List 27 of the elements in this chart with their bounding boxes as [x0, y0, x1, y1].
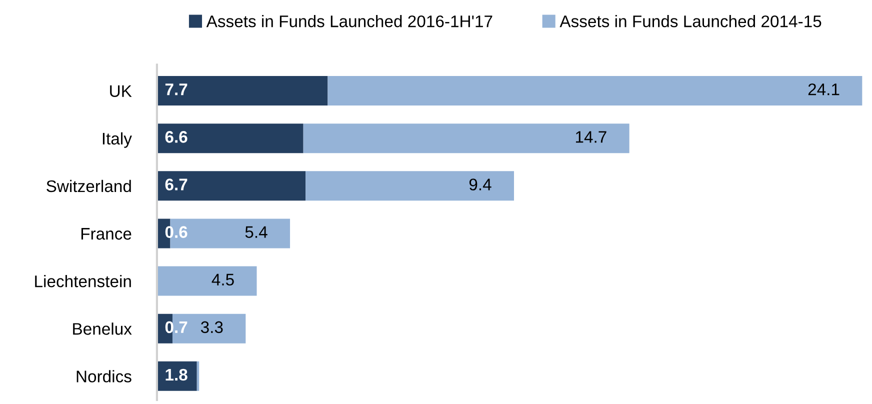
bar	[156, 124, 304, 154]
bar	[303, 124, 630, 154]
y-tick-label: Benelux	[73, 322, 132, 335]
data-label: 7.7	[165, 84, 188, 96]
bar	[156, 266, 257, 296]
data-label: 6.6	[165, 131, 188, 143]
data-label: 9.4	[469, 178, 492, 190]
bar	[306, 171, 514, 201]
legend-label: Assets in Funds Launched 2014-15	[560, 15, 822, 28]
bar	[156, 76, 328, 106]
data-label: 1.8	[166, 368, 188, 381]
data-label: 4.5	[212, 274, 234, 286]
y-tick-label: UK	[110, 85, 132, 98]
y-tick-label: Italy	[102, 132, 132, 148]
data-label: 24.1	[808, 83, 840, 96]
bar	[328, 76, 862, 106]
y-tick-label: Liechtenstein	[35, 275, 131, 288]
y-tick-label: Switzerland	[46, 180, 131, 192]
y-tick-label: France	[81, 228, 132, 240]
data-label: 3.3	[200, 321, 223, 334]
data-label: 14.7	[576, 131, 606, 143]
y-tick-label: Nordics	[76, 370, 132, 382]
bar	[156, 171, 306, 201]
data-label: 5.4	[245, 226, 268, 238]
data-label: 6.7	[165, 178, 188, 190]
legend-label: Assets in Funds Launched 2016-1H'17	[206, 15, 492, 28]
bar	[196, 361, 200, 391]
